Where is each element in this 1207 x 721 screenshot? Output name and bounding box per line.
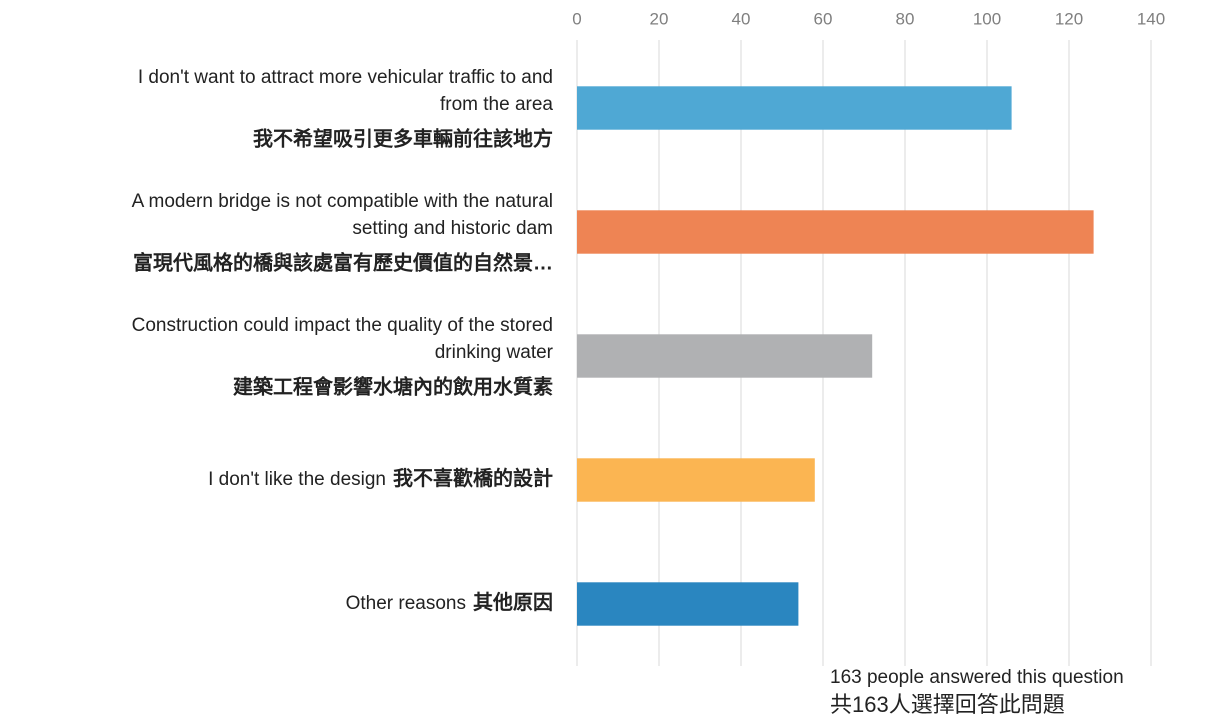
x-tick-label: 120 <box>1055 9 1083 28</box>
label-zh: 其他原因 <box>473 590 553 614</box>
y-tick-label: 我不希望吸引更多車輛前往該地方 <box>253 126 553 150</box>
label-en: Other reasons <box>346 593 466 614</box>
y-tick-label: Other reasons 其他原因 <box>346 590 553 614</box>
bar <box>577 334 873 378</box>
y-tick-label: 富現代風格的橋與該處富有歷史價值的自然景… <box>133 250 553 274</box>
label-en: I don't like the design <box>208 469 386 490</box>
y-tick-label: Construction could impact the quality of… <box>132 315 553 336</box>
x-tick-label: 60 <box>814 9 833 28</box>
x-tick-label: 0 <box>572 9 581 28</box>
bar <box>577 458 815 502</box>
x-tick-label: 80 <box>896 9 915 28</box>
y-tick-label: from the area <box>440 94 553 115</box>
bar <box>577 210 1094 254</box>
x-tick-label: 100 <box>973 9 1001 28</box>
y-tick-label: drinking water <box>435 342 554 363</box>
y-tick-label: 建築工程會影響水塘內的飲用水質素 <box>233 374 553 398</box>
bar <box>577 86 1012 130</box>
y-tick-label: setting and historic dam <box>352 218 553 239</box>
y-tick-label: I don't want to attract more vehicular t… <box>138 67 553 88</box>
annotation: 共163人選擇回答此問題 <box>830 692 1065 717</box>
x-tick-label: 20 <box>650 9 669 28</box>
bar <box>577 582 799 626</box>
y-tick-label: A modern bridge is not compatible with t… <box>132 191 553 212</box>
label-zh: 我不喜歡橋的設計 <box>393 466 553 490</box>
y-tick-label: I don't like the design 我不喜歡橋的設計 <box>208 466 553 490</box>
x-tick-label: 140 <box>1137 9 1165 28</box>
x-tick-label: 40 <box>732 9 751 28</box>
annotation: 163 people answered this question <box>830 667 1124 688</box>
